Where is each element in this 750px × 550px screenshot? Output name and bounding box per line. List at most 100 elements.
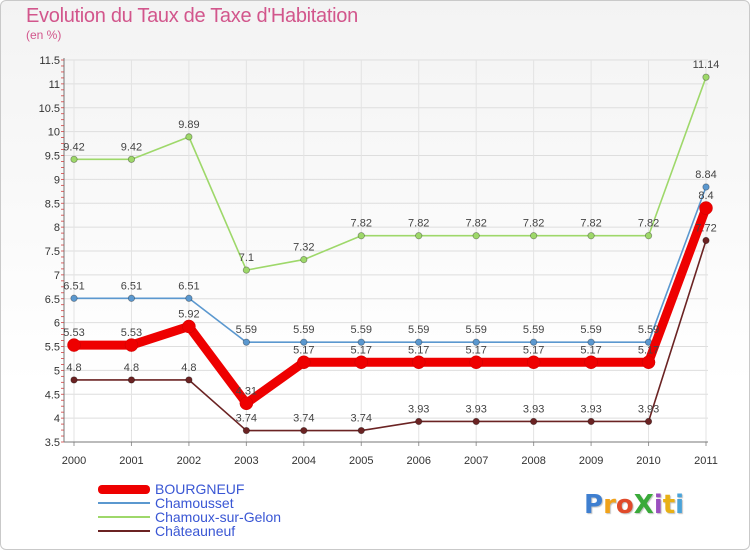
y-tick-label: 10.5 — [39, 103, 60, 115]
y-tick-label: 8 — [54, 222, 60, 234]
data-point — [415, 338, 423, 346]
y-tick-label: 7.5 — [45, 246, 60, 258]
data-label: 8.4 — [698, 190, 713, 202]
data-point — [415, 232, 423, 240]
data-label: 5.59 — [408, 324, 429, 336]
data-label: 7.82 — [408, 218, 429, 230]
data-label: 7.82 — [580, 218, 601, 230]
x-tick-label: 2010 — [636, 455, 660, 467]
data-label: 6.51 — [121, 280, 142, 292]
x-tick-label: 2003 — [234, 455, 258, 467]
data-point — [357, 232, 365, 240]
y-tick-label: 9 — [54, 174, 60, 186]
y-tick-label: 7 — [54, 270, 60, 282]
data-point — [185, 133, 193, 141]
data-label: 9.89 — [178, 119, 199, 131]
data-point — [127, 294, 136, 302]
data-label: 4.8 — [66, 362, 81, 374]
data-label: 6.51 — [63, 280, 84, 292]
y-tick-label: 10 — [48, 127, 60, 139]
data-point — [300, 255, 308, 264]
data-point — [472, 338, 480, 346]
y-tick-label: 4.5 — [45, 389, 60, 401]
data-point — [702, 183, 710, 191]
data-label: 3.74 — [236, 413, 257, 425]
logo-letter: P — [584, 490, 604, 520]
data-point — [357, 426, 365, 435]
data-label: 7.82 — [638, 218, 659, 230]
data-label: 4.8 — [124, 362, 139, 374]
proxiti-logo: ProXiti — [584, 490, 684, 520]
y-tick-label: 6.5 — [45, 294, 60, 306]
data-point — [182, 319, 196, 334]
data-label: 5.17 — [351, 344, 372, 356]
legend-label-chateauneuf: Châteauneuf — [155, 523, 236, 539]
x-tick-label: 2007 — [464, 455, 488, 467]
y-tick-label: 4 — [54, 413, 60, 425]
data-point — [242, 266, 250, 274]
data-point — [300, 426, 308, 435]
chart-title: Evolution du Taux de Taxe d'Habitation — [26, 5, 358, 27]
data-point — [469, 355, 483, 370]
data-label: 3.93 — [638, 403, 659, 415]
data-point — [357, 338, 365, 346]
data-point — [185, 294, 193, 302]
x-tick-label: 2004 — [292, 455, 316, 467]
data-point — [354, 355, 369, 370]
series-line-chamoux-sur-gelon — [73, 76, 707, 271]
data-point — [641, 355, 656, 370]
data-point — [587, 338, 595, 346]
data-point — [530, 417, 538, 426]
legend-label-chamoux-sur-gelon: Chamoux-sur-Gelon — [155, 509, 282, 525]
data-point — [472, 232, 480, 240]
data-point — [124, 338, 139, 352]
x-tick-label: 2011 — [694, 455, 718, 467]
x-tick-label: 2002 — [177, 455, 201, 467]
data-label: 4.8 — [181, 362, 196, 374]
data-label: 5.17 — [638, 344, 659, 356]
x-tick-label: 2009 — [579, 455, 603, 467]
data-point — [70, 294, 78, 302]
data-label: 7.82 — [465, 218, 486, 230]
logo-letter: i — [653, 490, 663, 520]
y-tick-label: 8.5 — [45, 198, 60, 210]
data-label: 5.53 — [63, 327, 84, 339]
data-label: 5.17 — [523, 344, 544, 356]
data-label: 11.14 — [693, 59, 720, 71]
data-label: 5.17 — [408, 344, 429, 356]
data-label: 6.51 — [178, 280, 199, 292]
data-point — [644, 232, 653, 240]
data-point — [530, 338, 538, 346]
data-point — [415, 417, 423, 426]
data-point — [644, 417, 653, 426]
y-tick-label: 9.5 — [45, 151, 60, 163]
data-point — [70, 155, 78, 163]
y-tick-label: 11.5 — [39, 55, 60, 67]
data-point — [587, 417, 595, 426]
legend-label-chamousset: Chamousset — [155, 495, 234, 511]
legend-swatch-chateauneuf — [98, 530, 150, 532]
data-label: 9.42 — [121, 141, 142, 153]
legend-swatch-chamousset — [98, 502, 150, 504]
data-point — [239, 396, 254, 411]
x-tick-label: 2006 — [406, 455, 430, 467]
data-label: 5.17 — [580, 344, 601, 356]
data-label: 7.72 — [695, 222, 716, 234]
x-tick-label: 2001 — [119, 455, 143, 467]
data-label: 3.93 — [408, 403, 429, 415]
data-point — [297, 355, 311, 370]
data-point — [526, 355, 541, 370]
data-point — [70, 376, 78, 384]
data-point — [530, 232, 538, 240]
data-label: 5.17 — [293, 344, 314, 356]
data-label: 5.17 — [465, 344, 486, 356]
data-point — [411, 355, 426, 370]
data-point — [702, 73, 710, 81]
data-label: 7.82 — [351, 218, 372, 230]
data-label: 7.32 — [293, 242, 314, 254]
data-point — [472, 417, 480, 426]
y-tick-label: 3.5 — [45, 437, 60, 449]
data-point — [127, 376, 136, 384]
data-label: 3.93 — [580, 403, 601, 415]
